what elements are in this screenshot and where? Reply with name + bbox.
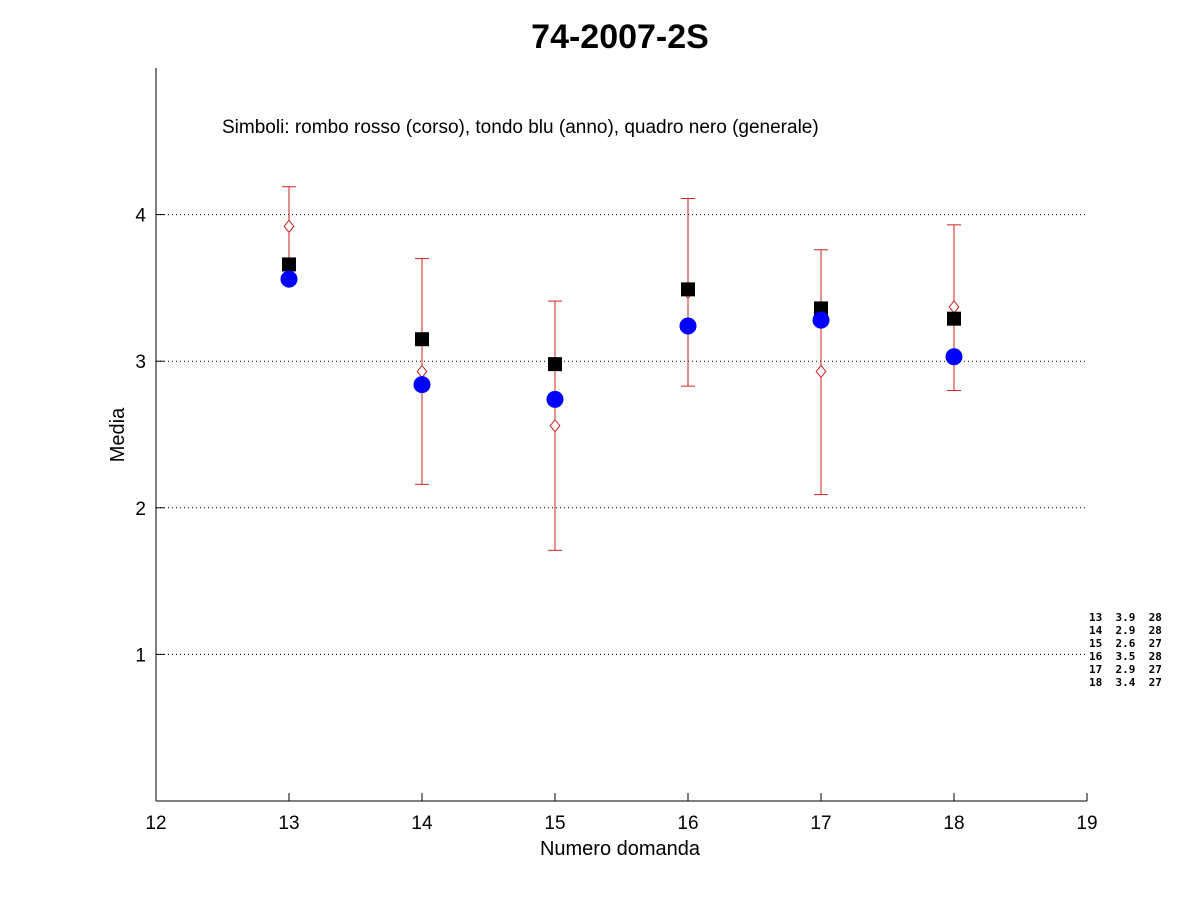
circle-point bbox=[945, 348, 963, 366]
square-point bbox=[415, 332, 429, 347]
diamond-point bbox=[815, 364, 827, 379]
square-point bbox=[548, 357, 562, 372]
square-point bbox=[282, 257, 296, 272]
y-tick-label: 2 bbox=[135, 499, 146, 520]
x-tick-label: 12 bbox=[145, 813, 166, 834]
side-table-row: 18 3.4 27 bbox=[1089, 676, 1162, 689]
x-tick-label: 16 bbox=[677, 813, 698, 834]
side-table-row: 16 3.5 28 bbox=[1089, 650, 1162, 663]
circle-point bbox=[546, 390, 564, 408]
square-point bbox=[947, 311, 961, 326]
x-axis-label: Numero domanda bbox=[540, 838, 701, 860]
side-table-row: 17 2.9 27 bbox=[1089, 663, 1162, 676]
square-point bbox=[814, 301, 828, 316]
y-tick-label: 1 bbox=[135, 645, 146, 666]
diamond-point bbox=[283, 219, 295, 234]
circle-point bbox=[413, 376, 431, 394]
side-table-row: 13 3.9 28 bbox=[1089, 611, 1162, 624]
y-tick-label: 3 bbox=[135, 352, 146, 373]
side-table-row: 15 2.6 27 bbox=[1089, 637, 1162, 650]
circle-point bbox=[280, 270, 298, 288]
x-tick-label: 18 bbox=[943, 813, 964, 834]
data-marks bbox=[280, 186, 963, 551]
axes bbox=[155, 68, 1087, 802]
x-tick-label: 13 bbox=[278, 813, 299, 834]
diamond-point bbox=[549, 418, 561, 433]
square-point bbox=[681, 282, 695, 297]
y-axis-label: Media bbox=[107, 407, 129, 462]
side-table-row: 14 2.9 28 bbox=[1089, 624, 1162, 637]
symbols-annotation: Simboli: rombo rosso (corso), tondo blu … bbox=[222, 117, 819, 138]
x-tick-label: 15 bbox=[544, 813, 565, 834]
x-tick-label: 14 bbox=[411, 813, 433, 834]
chart-title: 74-2007-2S bbox=[531, 18, 709, 56]
y-tick-label: 4 bbox=[135, 206, 146, 227]
x-tick-label: 19 bbox=[1076, 813, 1097, 834]
x-tick-label: 17 bbox=[810, 813, 831, 834]
circle-point bbox=[812, 311, 830, 329]
circle-point bbox=[679, 317, 697, 335]
